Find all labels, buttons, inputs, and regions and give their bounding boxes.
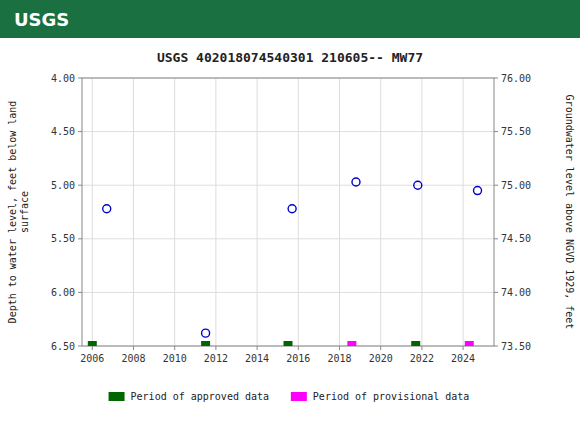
y-tick bbox=[78, 78, 82, 79]
x-tick bbox=[380, 346, 381, 350]
y2-tick bbox=[494, 238, 498, 239]
x-tick-label: 2008 bbox=[121, 353, 145, 364]
y-grid-line bbox=[82, 131, 494, 132]
header-bar bbox=[0, 0, 580, 38]
data-layer bbox=[88, 178, 482, 346]
y2-tick-label: 75.00 bbox=[501, 180, 531, 191]
x-tick bbox=[257, 346, 258, 350]
x-grid-line bbox=[215, 78, 216, 346]
y2-tick bbox=[494, 131, 498, 132]
x-tick bbox=[298, 346, 299, 350]
y-tick bbox=[78, 131, 82, 132]
y-axis-label-line: Depth to water level, feet below land bbox=[7, 101, 18, 324]
x-tick-label: 2018 bbox=[327, 353, 351, 364]
legend: Period of approved data Period of provisi… bbox=[109, 391, 470, 402]
y-axis-label-line: surface bbox=[19, 191, 30, 233]
data-point bbox=[414, 181, 422, 189]
x-tick-label: 2022 bbox=[410, 353, 434, 364]
y-grid-line bbox=[82, 292, 494, 293]
legend-label: Period of approved data bbox=[131, 391, 269, 402]
x-grid-line bbox=[463, 78, 464, 346]
x-grid-line bbox=[174, 78, 175, 346]
period-marker bbox=[201, 341, 210, 346]
y-grid-line bbox=[82, 238, 494, 239]
x-tick bbox=[463, 346, 464, 350]
y2-tick-label: 73.50 bbox=[501, 341, 531, 352]
x-grid-line bbox=[133, 78, 134, 346]
period-marker bbox=[284, 341, 293, 346]
y2-tick bbox=[494, 78, 498, 79]
x-tick-label: 2006 bbox=[80, 353, 104, 364]
y-tick bbox=[78, 346, 82, 347]
y-tick bbox=[78, 292, 82, 293]
x-grid-line bbox=[92, 78, 93, 346]
period-marker bbox=[465, 341, 474, 346]
grid bbox=[82, 78, 494, 346]
period-marker bbox=[88, 341, 97, 346]
period-marker bbox=[347, 341, 356, 346]
x-grid-line bbox=[298, 78, 299, 346]
header-logo-text: USGS bbox=[14, 9, 69, 30]
y-tick bbox=[78, 238, 82, 239]
data-point bbox=[202, 329, 210, 337]
y2-tick-label: 76.00 bbox=[501, 73, 531, 84]
x-tick-label: 2012 bbox=[204, 353, 228, 364]
y-tick-label: 6.00 bbox=[51, 287, 75, 298]
data-point bbox=[352, 178, 360, 186]
x-tick-label: 2010 bbox=[163, 353, 187, 364]
x-tick bbox=[133, 346, 134, 350]
y-tick bbox=[78, 185, 82, 186]
y-tick-label: 5.00 bbox=[51, 180, 75, 191]
plot-background bbox=[82, 78, 494, 346]
x-grid-line bbox=[339, 78, 340, 346]
x-tick bbox=[92, 346, 93, 350]
data-point bbox=[288, 205, 296, 213]
y-tick-label: 5.50 bbox=[51, 233, 75, 244]
y2-tick-label: 75.50 bbox=[501, 126, 531, 137]
y-grid-line bbox=[82, 185, 494, 186]
x-grid-line bbox=[380, 78, 381, 346]
x-tick bbox=[421, 346, 422, 350]
x-grid-line bbox=[421, 78, 422, 346]
y-tick-label: 4.00 bbox=[51, 73, 75, 84]
axes: 2006 2008 2010 2012 2014 2016 2018 2020 2022 2024… bbox=[51, 73, 531, 365]
y-axis-label: Depth to water level, feet below landsur… bbox=[7, 101, 30, 324]
x-tick bbox=[215, 346, 216, 350]
legend-swatch bbox=[109, 392, 125, 401]
x-grid-line bbox=[257, 78, 258, 346]
x-tick-label: 2016 bbox=[286, 353, 310, 364]
y2-tick-label: 74.50 bbox=[501, 233, 531, 244]
y2-tick bbox=[494, 292, 498, 293]
plot-frame bbox=[82, 78, 494, 346]
data-point bbox=[103, 205, 111, 213]
title: USGS 402018074540301 210605-- MW77 bbox=[157, 50, 423, 65]
y2-tick bbox=[494, 185, 498, 186]
period-marker bbox=[411, 341, 420, 346]
x-tick-label: 2020 bbox=[369, 353, 393, 364]
y2-tick-label: 74.00 bbox=[501, 287, 531, 298]
x-tick-label: 2014 bbox=[245, 353, 269, 364]
x-tick bbox=[339, 346, 340, 350]
x-tick bbox=[174, 346, 175, 350]
legend-label: Period of provisional data bbox=[313, 391, 470, 402]
y-tick-label: 4.50 bbox=[51, 126, 75, 137]
data-point bbox=[474, 187, 482, 195]
y-tick-label: 6.50 bbox=[51, 341, 75, 352]
chart: USGS USGS 402018074540301 210605-- MW77 20… bbox=[0, 0, 580, 430]
y2-axis-label: Groundwater level above NGVD 1929, feet bbox=[564, 95, 575, 330]
legend-swatch bbox=[291, 392, 307, 401]
x-tick-label: 2024 bbox=[451, 353, 475, 364]
y2-tick bbox=[494, 346, 498, 347]
